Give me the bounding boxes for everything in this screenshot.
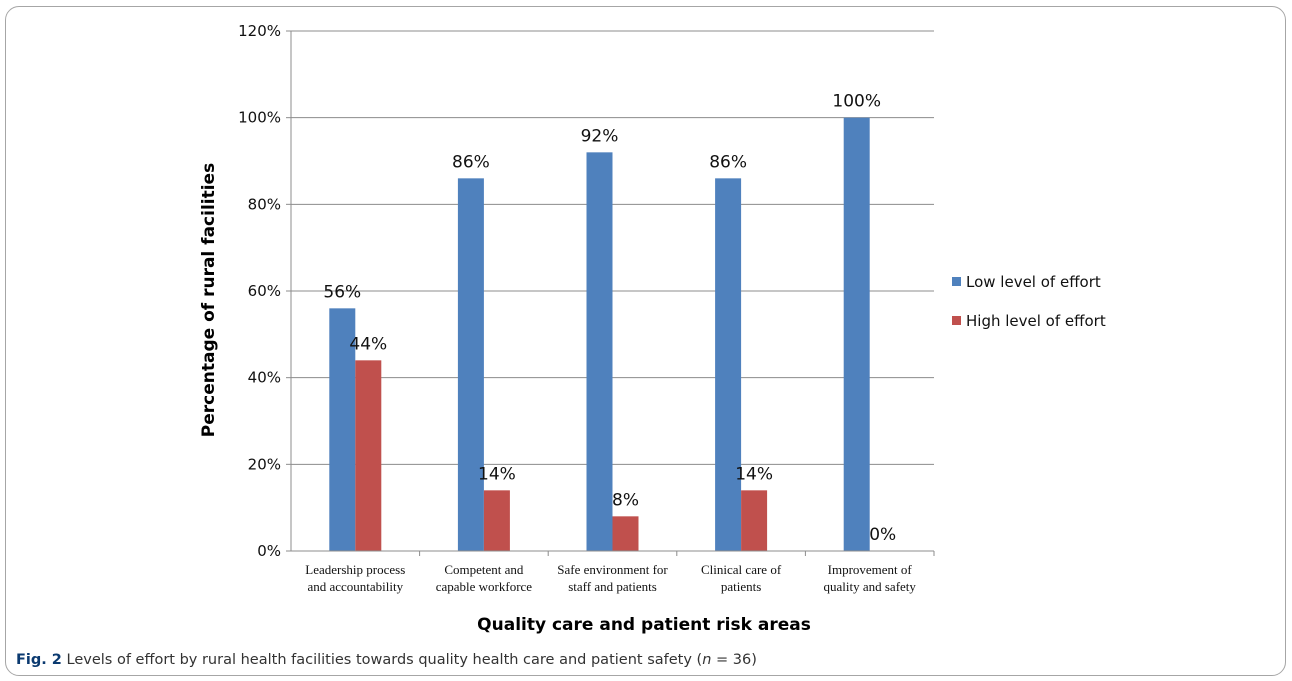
bar: [612, 516, 639, 551]
caption-tail: = 36): [711, 652, 757, 668]
x-axis-title: Quality care and patient risk areas: [477, 615, 811, 635]
x-category-label: Improvement of: [828, 562, 913, 577]
data-label: 56%: [323, 282, 361, 302]
x-category-label: and accountability: [307, 579, 403, 594]
data-label: 14%: [478, 464, 516, 484]
x-category-label: Clinical care of: [701, 562, 782, 577]
bar: [483, 490, 510, 551]
data-label: 86%: [709, 152, 747, 172]
bar: [329, 308, 356, 551]
x-category-label: patients: [721, 579, 761, 594]
caption-text: Levels of effort by rural health facilit…: [66, 652, 703, 668]
x-category-label: quality and safety: [823, 579, 916, 594]
bar: [586, 152, 613, 552]
legend-swatch: [952, 277, 961, 286]
figure-label: Fig. 2: [16, 652, 62, 668]
y-tick-label: 40%: [248, 369, 281, 387]
y-tick-label: 100%: [238, 109, 281, 127]
axes: [290, 31, 935, 556]
data-label: 14%: [735, 464, 773, 484]
data-label: 86%: [452, 152, 490, 172]
legend-swatch: [952, 316, 961, 325]
data-label: 92%: [581, 126, 619, 146]
data-label: 44%: [349, 334, 387, 354]
y-tick-label: 120%: [238, 22, 281, 40]
bar: [843, 117, 870, 552]
x-axis-categories: Leadership process and accountability Comp…: [305, 562, 916, 594]
y-axis-ticks: 0% 20% 40% 60% 80% 100% 120%: [238, 22, 291, 560]
y-tick-label: 60%: [248, 282, 281, 300]
y-tick-label: 0%: [257, 542, 281, 560]
x-category-label: capable workforce: [436, 579, 533, 594]
legend: Low level of effort High level of effort: [952, 273, 1106, 330]
data-label: 0%: [869, 525, 896, 545]
x-category-label: Safe environment for: [557, 562, 668, 577]
legend-label: High level of effort: [966, 312, 1106, 330]
bar: [715, 178, 742, 552]
bar: [741, 490, 768, 551]
data-labels: 56% 44% 86% 14% 92% 8% 86% 14% 100% 0%: [323, 92, 896, 545]
data-label: 8%: [612, 490, 639, 510]
x-category-label: Competent and: [444, 562, 524, 577]
x-category-label: Leadership process: [305, 562, 405, 577]
gridlines: [291, 30, 934, 465]
legend-label: Low level of effort: [966, 273, 1101, 291]
bars: [329, 117, 870, 552]
bar: [457, 178, 484, 552]
bar: [355, 360, 382, 551]
figure-caption: Fig. 2 Levels of effort by rural health …: [16, 652, 757, 668]
data-label: 100%: [832, 92, 881, 112]
x-category-label: staff and patients: [568, 579, 657, 594]
y-tick-label: 80%: [248, 195, 281, 213]
y-axis-title: Percentage of rural facilities: [199, 163, 219, 437]
caption-n: n: [702, 652, 712, 668]
y-tick-label: 20%: [248, 455, 281, 473]
